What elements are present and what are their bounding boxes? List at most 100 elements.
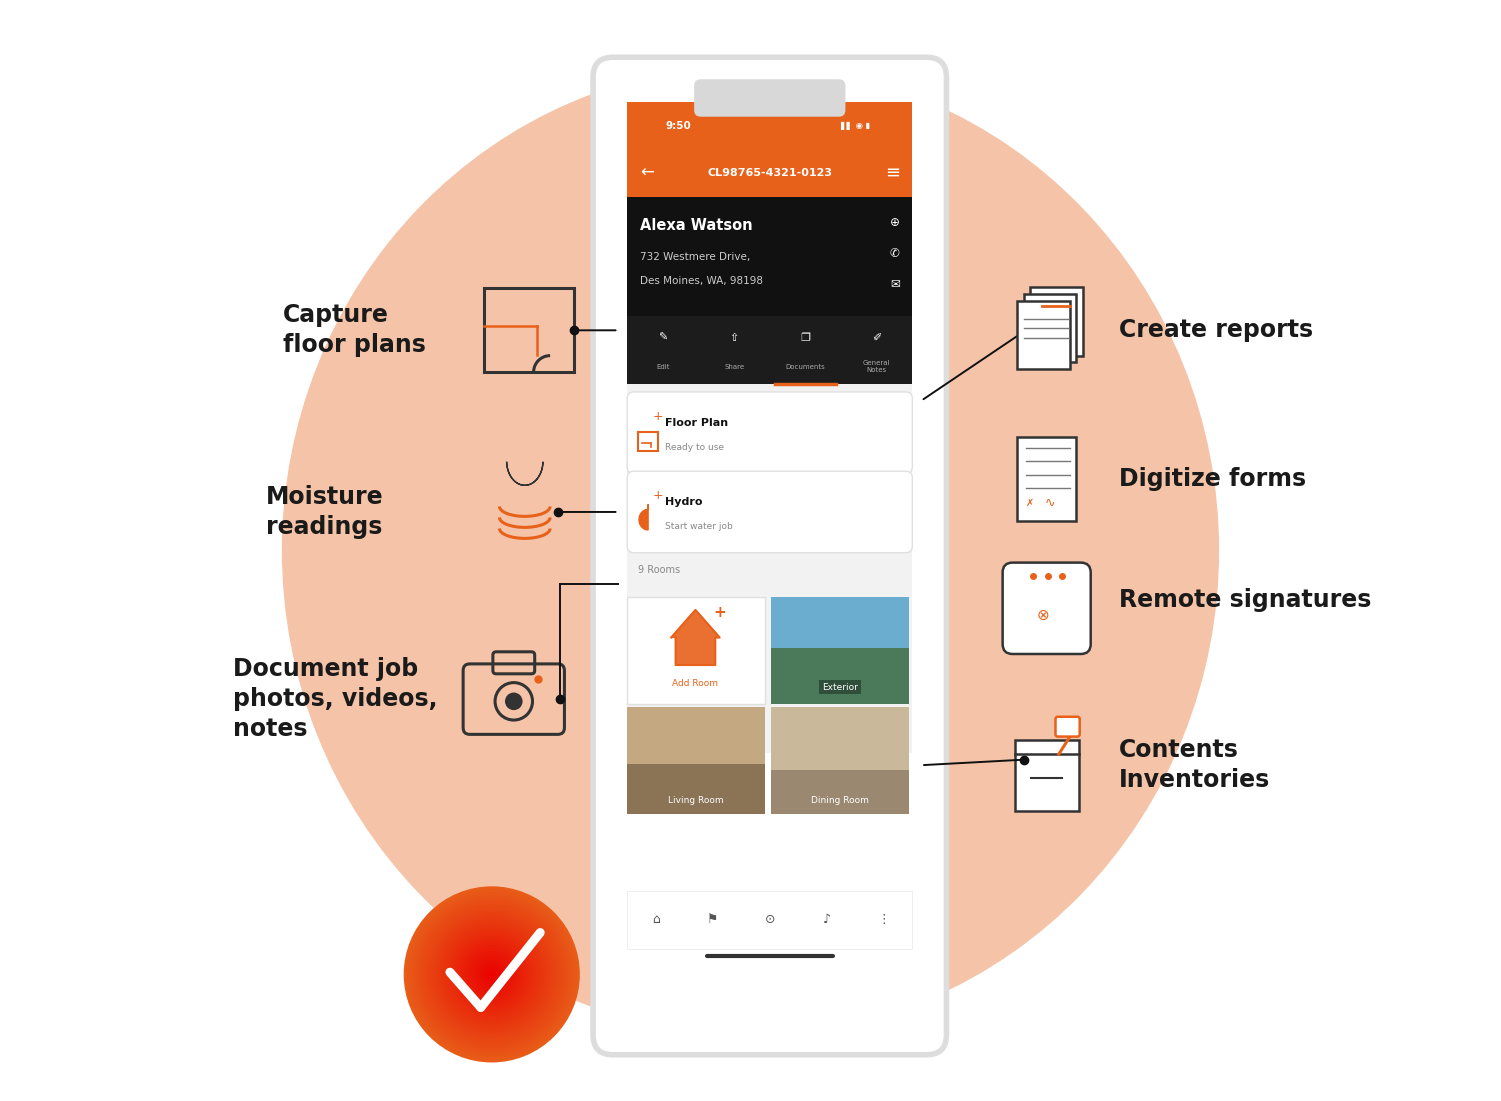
Text: ✐: ✐ — [872, 333, 881, 344]
Text: Create reports: Create reports — [1120, 318, 1313, 342]
Text: +: + — [713, 604, 726, 620]
Text: Documents: Documents — [785, 363, 826, 370]
Circle shape — [459, 942, 524, 1006]
Text: 9 Rooms: 9 Rooms — [638, 565, 680, 576]
FancyBboxPatch shape — [772, 707, 910, 814]
FancyBboxPatch shape — [1018, 301, 1070, 369]
FancyBboxPatch shape — [593, 57, 947, 1055]
FancyBboxPatch shape — [1030, 287, 1084, 356]
FancyBboxPatch shape — [627, 384, 913, 753]
Circle shape — [471, 953, 512, 995]
Polygon shape — [507, 461, 543, 486]
Text: +: + — [653, 489, 663, 502]
Circle shape — [422, 904, 563, 1045]
Text: Share: Share — [723, 363, 744, 370]
Text: ✗: ✗ — [1025, 498, 1034, 509]
Circle shape — [434, 916, 551, 1033]
Polygon shape — [671, 610, 719, 665]
Circle shape — [413, 895, 570, 1054]
Text: +: + — [653, 410, 663, 423]
FancyBboxPatch shape — [693, 79, 845, 117]
Text: Hydro: Hydro — [665, 497, 702, 508]
Text: Floor Plan: Floor Plan — [665, 417, 728, 428]
FancyBboxPatch shape — [1024, 294, 1076, 362]
Circle shape — [453, 936, 530, 1013]
Text: Start water job: Start water job — [665, 522, 732, 531]
Text: ✆: ✆ — [890, 247, 899, 260]
Text: ❐: ❐ — [800, 333, 811, 344]
Text: 9:50: 9:50 — [665, 120, 692, 131]
Circle shape — [474, 957, 509, 992]
Circle shape — [435, 918, 548, 1031]
Circle shape — [489, 971, 495, 978]
FancyBboxPatch shape — [627, 707, 766, 814]
FancyBboxPatch shape — [627, 197, 913, 316]
Circle shape — [410, 892, 573, 1057]
Text: Moisture
readings: Moisture readings — [266, 486, 384, 538]
FancyBboxPatch shape — [772, 597, 910, 704]
Circle shape — [407, 890, 576, 1059]
FancyBboxPatch shape — [627, 102, 913, 149]
Polygon shape — [639, 504, 648, 530]
Circle shape — [431, 913, 554, 1036]
Circle shape — [477, 960, 506, 989]
Text: ⊙: ⊙ — [764, 914, 775, 926]
Circle shape — [419, 901, 566, 1048]
FancyBboxPatch shape — [772, 597, 910, 648]
Text: General
Notes: General Notes — [863, 360, 890, 373]
FancyBboxPatch shape — [627, 707, 766, 764]
Text: ⌂: ⌂ — [651, 914, 659, 926]
Text: ≡: ≡ — [884, 164, 901, 182]
FancyBboxPatch shape — [1003, 563, 1091, 654]
FancyBboxPatch shape — [627, 597, 766, 704]
Text: ✉: ✉ — [890, 279, 899, 292]
Circle shape — [438, 922, 545, 1027]
Text: Living Room: Living Room — [668, 796, 723, 805]
Text: ⚑: ⚑ — [707, 914, 719, 926]
Circle shape — [468, 951, 515, 998]
Text: Capture
floor plans: Capture floor plans — [282, 304, 425, 357]
Circle shape — [428, 909, 557, 1039]
Circle shape — [483, 966, 500, 983]
Circle shape — [404, 886, 579, 1062]
Text: Ready to use: Ready to use — [665, 443, 723, 451]
Text: ←: ← — [641, 164, 654, 182]
Text: ⊕: ⊕ — [890, 216, 899, 229]
FancyBboxPatch shape — [1015, 740, 1079, 811]
FancyBboxPatch shape — [627, 149, 913, 197]
Circle shape — [447, 930, 536, 1018]
Text: Des Moines, WA, 98198: Des Moines, WA, 98198 — [641, 275, 764, 286]
Circle shape — [441, 925, 542, 1024]
Text: ✎: ✎ — [657, 333, 668, 344]
Text: 732 Westmere Drive,: 732 Westmere Drive, — [641, 251, 750, 262]
Text: Digitize forms: Digitize forms — [1120, 467, 1306, 491]
Text: Exterior: Exterior — [823, 683, 859, 691]
Text: Document job
photos, videos,
notes: Document job photos, videos, notes — [233, 657, 437, 741]
Text: Add Room: Add Room — [672, 679, 719, 688]
Text: ⋮: ⋮ — [878, 914, 890, 926]
FancyBboxPatch shape — [1018, 437, 1076, 521]
Circle shape — [456, 939, 527, 1010]
Circle shape — [425, 907, 560, 1042]
Circle shape — [462, 945, 521, 1004]
FancyBboxPatch shape — [627, 392, 913, 473]
Text: ∿: ∿ — [1045, 497, 1055, 510]
FancyBboxPatch shape — [627, 891, 913, 949]
Text: Edit: Edit — [656, 363, 669, 370]
Circle shape — [444, 927, 539, 1022]
FancyBboxPatch shape — [772, 707, 910, 770]
Text: Remote signatures: Remote signatures — [1120, 588, 1372, 612]
Text: ⊗: ⊗ — [1037, 608, 1049, 623]
Circle shape — [480, 962, 503, 986]
Circle shape — [416, 898, 567, 1050]
Circle shape — [486, 969, 498, 980]
FancyBboxPatch shape — [627, 316, 913, 384]
Text: Alexa Watson: Alexa Watson — [641, 218, 754, 233]
Text: ♪: ♪ — [823, 914, 830, 926]
Text: Dining Room: Dining Room — [812, 796, 869, 805]
Text: ▌▌ ◉ ▮: ▌▌ ◉ ▮ — [841, 121, 871, 130]
Text: Contents
Inventories: Contents Inventories — [1120, 739, 1270, 792]
Text: CL98765-4321-0123: CL98765-4321-0123 — [707, 167, 832, 178]
FancyBboxPatch shape — [627, 471, 913, 553]
Circle shape — [450, 934, 533, 1015]
